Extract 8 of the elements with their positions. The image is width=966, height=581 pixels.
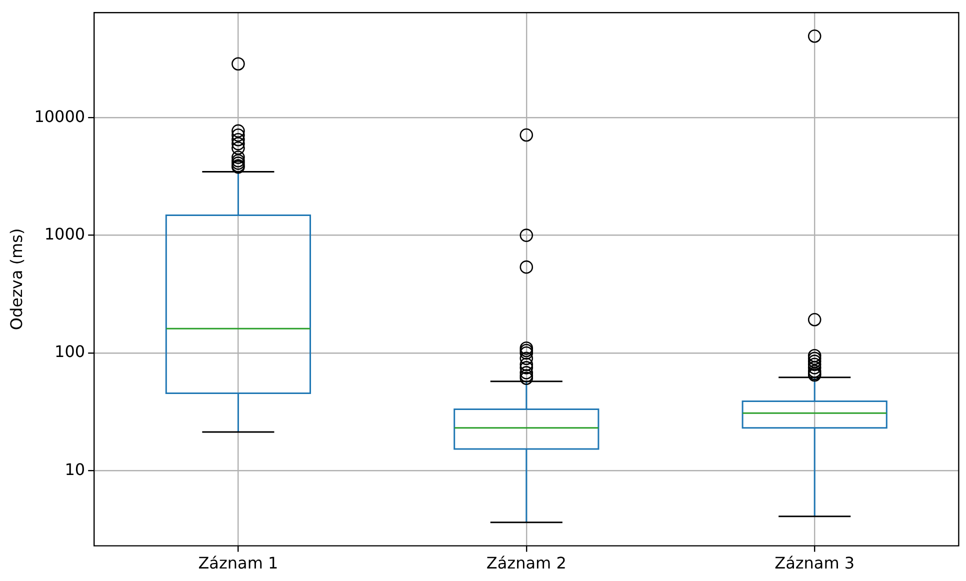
y-tick-label: 100 [54, 342, 86, 362]
y-axis-title: Odezva (ms) [6, 228, 26, 330]
x-tick-label: Záznam 3 [774, 554, 855, 573]
y-tick-label: 10000 [34, 106, 86, 126]
x-tick-label: Záznam 1 [198, 554, 278, 573]
y-tick-label: 1000 [44, 224, 86, 244]
x-tick-label: Záznam 2 [486, 554, 566, 573]
y-tick-label: 10 [64, 460, 86, 479]
